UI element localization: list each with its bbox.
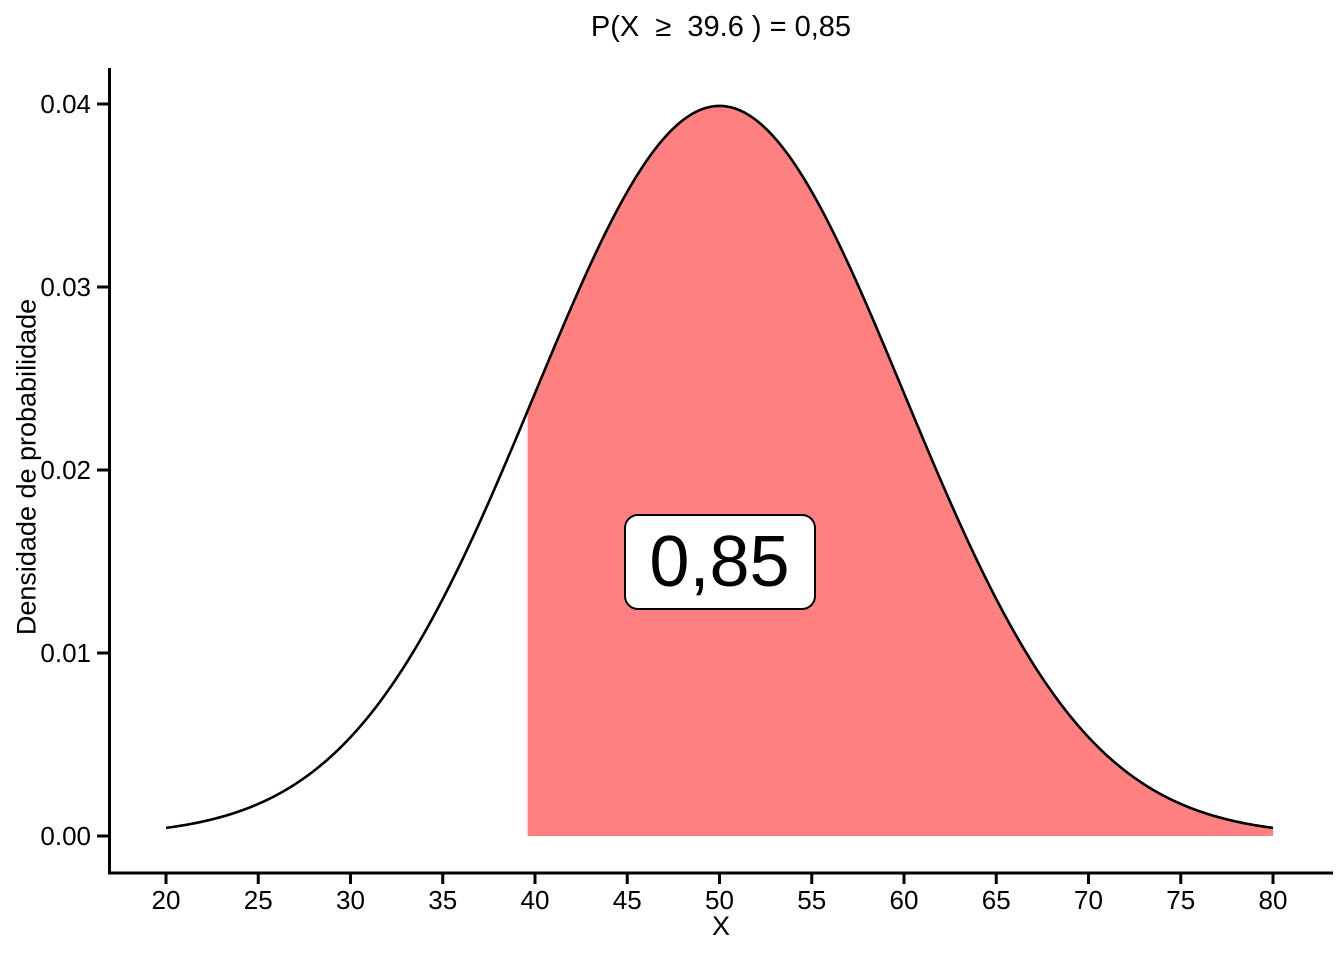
x-tick-label: 30 — [336, 885, 365, 915]
probability-annotation-label: 0,85 — [649, 521, 790, 602]
x-tick-label: 75 — [1166, 885, 1195, 915]
x-tick-label: 60 — [890, 885, 919, 915]
x-tick-label: 40 — [521, 885, 550, 915]
y-tick-label: 0.00 — [40, 821, 91, 851]
x-tick-label: 70 — [1074, 885, 1103, 915]
x-tick-label: 65 — [982, 885, 1011, 915]
x-tick-label: 45 — [613, 885, 642, 915]
density-curve — [165, 104, 1274, 830]
x-tick-label: 80 — [1259, 885, 1288, 915]
y-tick-label: 0.03 — [40, 272, 91, 302]
x-tick-label: 20 — [152, 885, 181, 915]
y-tick-label: 0.02 — [40, 455, 91, 485]
x-tick-label: 35 — [428, 885, 457, 915]
y-axis-title: Densidade de probabilidade — [11, 298, 42, 636]
shaded-area — [527, 105, 1273, 836]
y-tick-label: 0.04 — [40, 89, 91, 119]
chart-title: P(X ≥ 39.6 ) = 0,85 — [590, 11, 852, 43]
x-axis-title: X — [711, 911, 731, 941]
probability-annotation: 0,85 — [623, 513, 816, 610]
x-tick-label: 25 — [244, 885, 273, 915]
y-tick-label: 0.01 — [40, 638, 91, 668]
x-tick-label: 55 — [797, 885, 826, 915]
x-tick-label: 50 — [705, 885, 734, 915]
